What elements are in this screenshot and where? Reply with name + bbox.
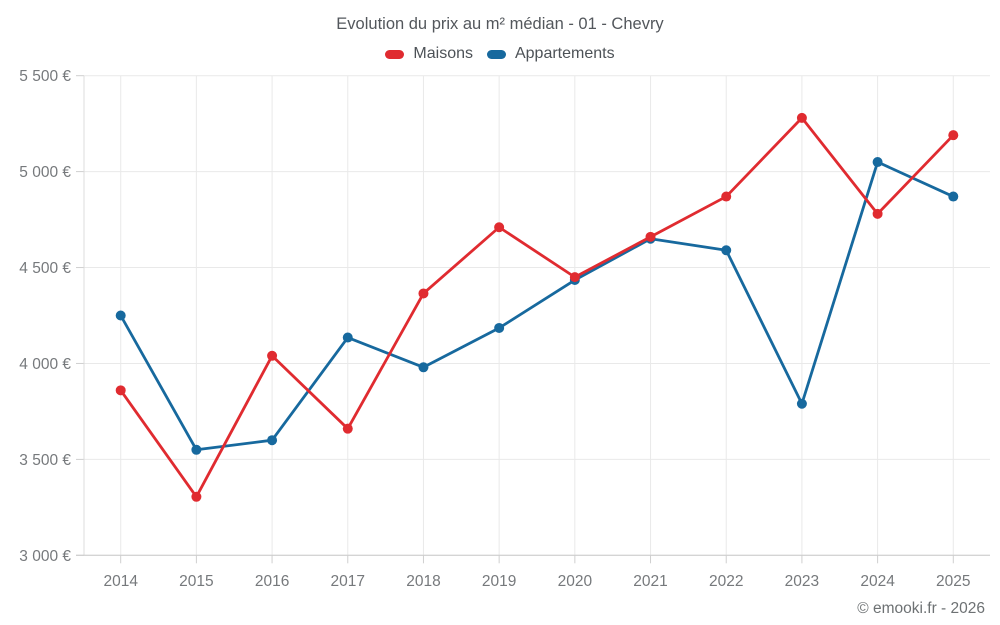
data-point-appartements-2014[interactable] xyxy=(115,310,126,321)
data-point-appartements-2016[interactable] xyxy=(267,435,278,446)
legend-item-maisons[interactable]: Maisons xyxy=(385,45,473,63)
data-point-appartements-2023[interactable] xyxy=(796,398,807,409)
data-point-appartements-2024[interactable] xyxy=(872,157,883,168)
x-tick-label-2022: 2022 xyxy=(709,573,743,590)
data-point-appartements-2015[interactable] xyxy=(191,444,202,455)
data-point-maisons-2021[interactable] xyxy=(645,231,656,242)
x-tick-label-2020: 2020 xyxy=(558,573,593,590)
data-point-appartements-2017[interactable] xyxy=(342,332,353,343)
data-point-maisons-2022[interactable] xyxy=(721,191,732,202)
data-point-appartements-2025[interactable] xyxy=(948,191,959,202)
x-tick-label-2021: 2021 xyxy=(633,573,667,590)
x-tick-label-2015: 2015 xyxy=(179,573,213,590)
y-tick-label-3500: 3 500 € xyxy=(19,452,71,469)
y-tick-label-4500: 4 500 € xyxy=(19,260,71,277)
y-tick-label-4000: 4 000 € xyxy=(19,356,71,373)
chart-title: Evolution du prix au m² médian - 01 - Ch… xyxy=(336,15,664,33)
data-point-maisons-2019[interactable] xyxy=(494,222,505,233)
data-point-appartements-2022[interactable] xyxy=(721,245,732,256)
data-point-maisons-2016[interactable] xyxy=(267,350,278,361)
series-line-maisons xyxy=(119,116,955,499)
y-tick-label-3000: 3 000 € xyxy=(19,548,71,565)
data-point-maisons-2015[interactable] xyxy=(191,491,202,502)
legend-label-maisons: Maisons xyxy=(413,45,473,62)
legend-label-appartements: Appartements xyxy=(514,45,615,62)
data-point-maisons-2017[interactable] xyxy=(342,423,353,434)
x-tick-label-2019: 2019 xyxy=(482,573,516,590)
data-point-maisons-2020[interactable] xyxy=(569,272,580,283)
x-tick-label-2025: 2025 xyxy=(936,573,970,590)
data-point-maisons-2025[interactable] xyxy=(948,130,959,141)
data-point-maisons-2018[interactable] xyxy=(418,288,429,299)
data-point-appartements-2018[interactable] xyxy=(418,362,429,373)
legend-item-appartements[interactable]: Appartements xyxy=(486,45,615,63)
x-tick-label-2018: 2018 xyxy=(406,573,440,590)
x-tick-label-2023: 2023 xyxy=(785,573,819,590)
data-point-appartements-2019[interactable] xyxy=(494,322,505,333)
data-point-maisons-2024[interactable] xyxy=(872,208,883,219)
x-tick-label-2014: 2014 xyxy=(103,573,138,590)
x-tick-label-2024: 2024 xyxy=(860,573,895,590)
x-tick-label-2017: 2017 xyxy=(331,573,365,590)
chart-legend: Maisons Appartements xyxy=(0,45,1000,63)
legend-swatch-appartements-icon xyxy=(486,49,506,59)
y-tick-label-5500: 5 500 € xyxy=(19,68,71,85)
legend-swatch-maisons-icon xyxy=(385,49,405,59)
copyright-watermark: © emooki.fr - 2026 xyxy=(857,600,985,617)
x-tick-label-2016: 2016 xyxy=(255,573,289,590)
data-point-maisons-2023[interactable] xyxy=(796,112,807,123)
y-tick-label-5000: 5 000 € xyxy=(19,164,71,181)
data-point-maisons-2014[interactable] xyxy=(115,385,126,396)
series-line-appartements xyxy=(119,160,955,452)
